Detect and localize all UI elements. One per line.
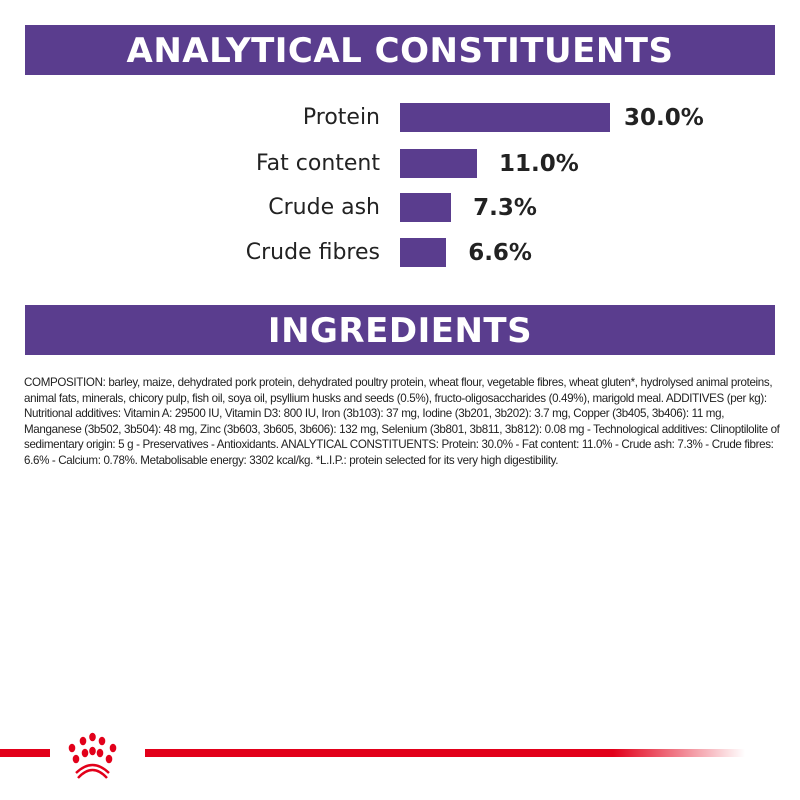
analytical-constituents-header: ANALYTICAL CONSTITUENTS <box>25 25 775 75</box>
bar-row: Protein 30.0% <box>0 103 800 133</box>
footer-red-line-right <box>145 749 745 757</box>
composition-text: COMPOSITION: barley, maize, dehydrated p… <box>24 376 780 467</box>
bar <box>400 193 452 222</box>
footer-red-line-left <box>0 749 50 757</box>
bar-label: Protein <box>302 105 380 130</box>
bar-label: Crude fibres <box>245 240 380 265</box>
bar-value-label: 7.3% <box>473 195 537 221</box>
bar <box>400 103 610 132</box>
bar-row: Crude fibres 6.6% <box>0 238 800 268</box>
ingredients-header: INGREDIENTS <box>25 305 775 355</box>
bar-row: Crude ash 7.3% <box>0 193 800 223</box>
bar-label: Fat content <box>256 151 380 176</box>
bar-label: Crude ash <box>268 195 380 220</box>
crown-logo-icon <box>68 732 117 779</box>
bar-value-label: 6.6% <box>468 240 532 266</box>
bar-value-label: 11.0% <box>499 151 579 177</box>
bar <box>400 149 477 178</box>
bar-value-label: 30.0% <box>624 105 704 131</box>
bar <box>400 238 447 267</box>
bar-row: Fat content 11.0% <box>0 149 800 179</box>
